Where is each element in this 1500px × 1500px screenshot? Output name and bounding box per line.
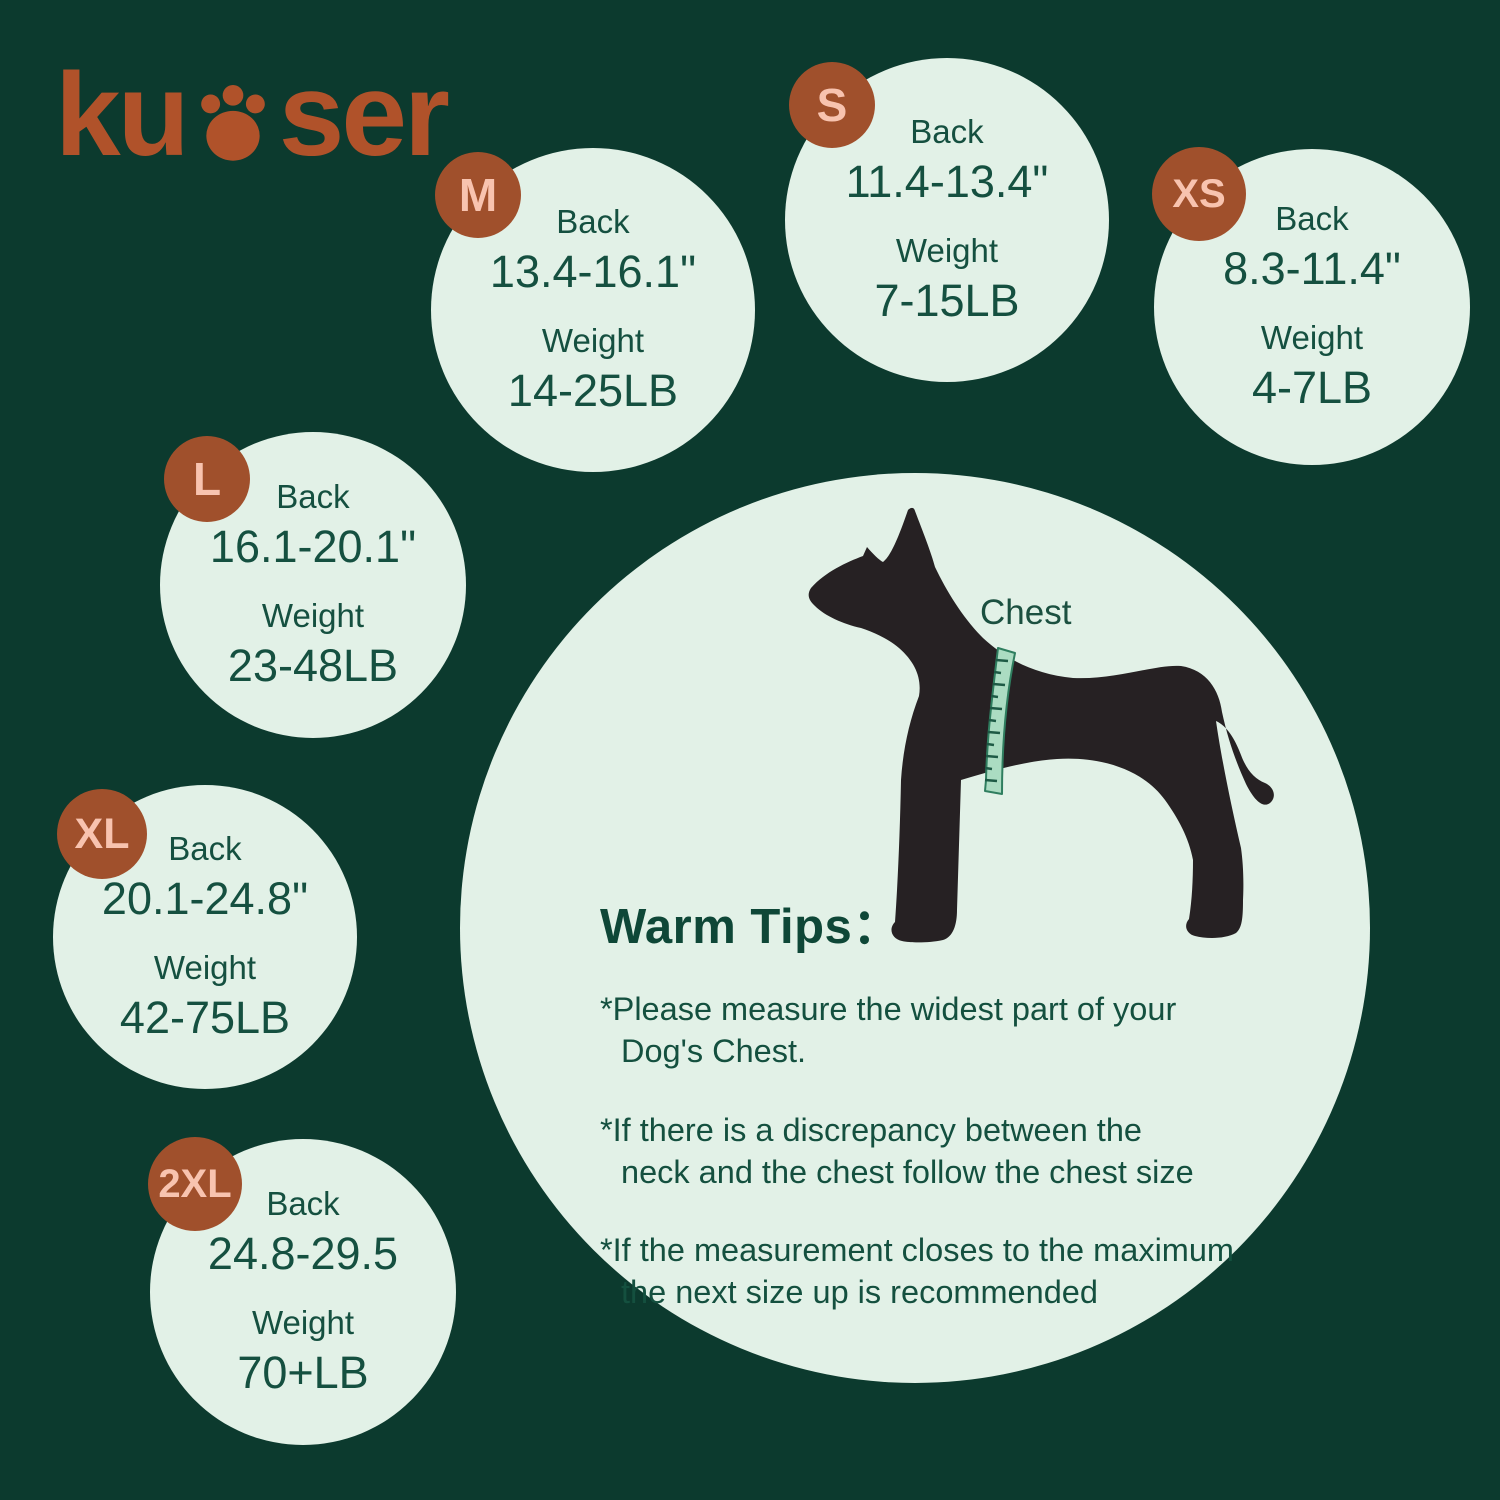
back-label: Back — [168, 830, 242, 867]
warm-tips-list: *Please measure the widest part of your … — [600, 988, 1390, 1314]
back-value: 20.1-24.8" — [101, 873, 309, 924]
dog-silhouette-icon — [795, 500, 1295, 970]
back-value: 24.8-29.5 — [207, 1228, 399, 1279]
size-badge-m: M — [435, 152, 521, 238]
weight-value: 70+LB — [237, 1347, 369, 1398]
back-value: 11.4-13.4" — [845, 156, 1049, 207]
warm-tips-title: Warm Tips： — [600, 900, 902, 954]
size-circle-2xl: 2XL Back 24.8-29.5 Weight 70+LB — [148, 1137, 456, 1445]
tip-line: Dog's Chest. — [621, 1033, 807, 1070]
weight-label: Weight — [541, 322, 645, 359]
weight-value: 23-48LB — [227, 640, 399, 691]
warm-tip-item: *If the measurement closes to the maximu… — [600, 1229, 1390, 1314]
warm-tip-item: *If there is a discrepancy between the n… — [600, 1109, 1390, 1194]
size-measurements: Back 24.8-29.5 Weight 70+LB — [208, 1185, 398, 1399]
warm-tip-item: *Please measure the widest part of your … — [600, 988, 1390, 1073]
chest-label: Chest — [980, 593, 1072, 632]
brand-logo: ku ser — [55, 49, 450, 181]
size-circle-s: S Back 11.4-13.4" Weight 7-15LB — [785, 58, 1109, 382]
measuring-guide-circle: Chest Warm Tips： *Please measure the wid… — [460, 473, 1370, 1383]
size-badge-xs: XS — [1152, 147, 1246, 241]
back-value: 16.1-20.1" — [209, 521, 417, 572]
back-value: 8.3-11.4" — [1223, 243, 1401, 294]
weight-label: Weight — [895, 232, 999, 269]
size-badge-l: L — [164, 436, 250, 522]
size-badge-s: S — [789, 62, 875, 148]
tip-line: *Please measure the widest part of your — [600, 991, 1177, 1027]
size-badge-2xl: 2XL — [148, 1137, 242, 1231]
back-label: Back — [556, 203, 630, 240]
size-badge-label: XL — [74, 809, 130, 858]
size-badge-label: M — [458, 169, 498, 221]
logo-text-ser: ser — [278, 49, 450, 181]
weight-label: Weight — [153, 949, 257, 986]
weight-value: 42-75LB — [119, 992, 291, 1043]
weight-value: 14-25LB — [507, 365, 679, 416]
back-label: Back — [276, 478, 350, 515]
size-badge-label: S — [816, 79, 848, 131]
back-value: 13.4-16.1" — [489, 246, 697, 297]
weight-label: Weight — [251, 1304, 355, 1341]
size-badge-label: 2XL — [158, 1161, 232, 1206]
weight-label: Weight — [1260, 319, 1364, 356]
warm-tips-section: Warm Tips： *Please measure the widest pa… — [600, 887, 1390, 1314]
size-measurements: Back 8.3-11.4" Weight 4-7LB — [1223, 200, 1401, 414]
tip-line: *If the measurement closes to the maximu… — [600, 1232, 1235, 1268]
size-measurements: Back 20.1-24.8" Weight 42-75LB — [102, 830, 308, 1044]
size-badge-label: L — [192, 453, 222, 505]
tip-line: the next size up is recommended — [621, 1274, 1098, 1311]
size-measurements: Back 16.1-20.1" Weight 23-48LB — [210, 478, 416, 692]
size-circle-l: L Back 16.1-20.1" Weight 23-48LB — [160, 432, 466, 738]
weight-value: 4-7LB — [1251, 362, 1373, 413]
size-circle-xs: XS Back 8.3-11.4" Weight 4-7LB — [1152, 147, 1470, 465]
measuring-tape-icon — [984, 647, 1016, 795]
tip-line: neck and the chest follow the chest size — [621, 1153, 1194, 1190]
back-label: Back — [266, 1185, 340, 1222]
size-measurements: Back 13.4-16.1" Weight 14-25LB — [490, 203, 696, 417]
tip-line: *If there is a discrepancy between the — [600, 1111, 1142, 1148]
size-measurements: Back 11.4-13.4" Weight 7-15LB — [846, 113, 1049, 327]
logo-text-ku: ku — [55, 49, 190, 181]
size-badge-label: XS — [1172, 171, 1226, 216]
weight-label: Weight — [261, 597, 365, 634]
back-label: Back — [910, 113, 984, 150]
paw-icon — [200, 85, 265, 161]
size-circle-m: M Back 13.4-16.1" Weight 14-25LB — [431, 148, 755, 472]
back-label: Back — [1275, 200, 1349, 237]
size-circle-xl: XL Back 20.1-24.8" Weight 42-75LB — [53, 785, 357, 1089]
size-badge-xl: XL — [57, 789, 147, 879]
weight-value: 7-15LB — [874, 275, 1020, 326]
